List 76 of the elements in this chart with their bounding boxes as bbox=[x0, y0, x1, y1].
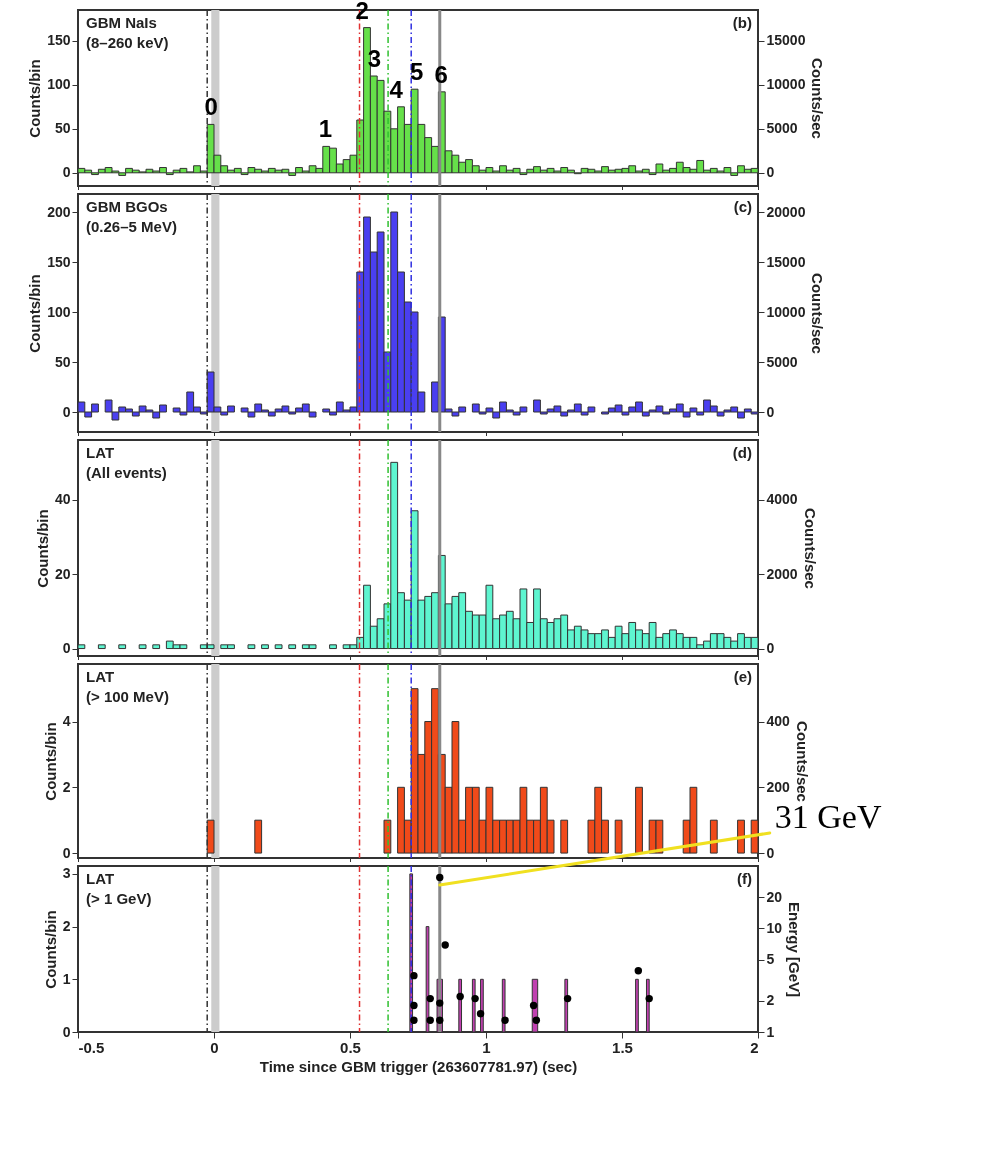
annotation: (0.26–5 MeV) bbox=[86, 218, 177, 235]
y2-tick-label: 400 bbox=[766, 713, 791, 730]
x-tick-label: 1 bbox=[482, 1038, 491, 1056]
annotation: 6 bbox=[434, 60, 448, 88]
annotation: GBM NaIs bbox=[86, 14, 157, 31]
annotation: 4 bbox=[389, 75, 404, 103]
x-axis-title: Time since GBM trigger (263607781.97) (sec) bbox=[259, 1057, 578, 1075]
annotation: (f) bbox=[737, 870, 752, 887]
y2-tick-label: 5 bbox=[766, 951, 775, 968]
y-tick-label: 0 bbox=[62, 1023, 71, 1040]
annotation: (c) bbox=[733, 198, 752, 215]
y-tick-label: 50 bbox=[54, 120, 71, 137]
annotation: LAT bbox=[86, 444, 115, 461]
x-tick-label: -0.5 bbox=[78, 1038, 105, 1056]
y-tick-label: 0 bbox=[62, 164, 71, 181]
y2-tick-label: 20000 bbox=[766, 203, 806, 220]
annotation: GBM BGOs bbox=[86, 198, 168, 215]
y2-tick-label: 10000 bbox=[766, 76, 806, 93]
annotation: (d) bbox=[732, 444, 752, 461]
y-tick-label: 2 bbox=[62, 918, 71, 935]
y2-axis-title: Counts/sec bbox=[809, 273, 827, 354]
y-tick-label: 20 bbox=[54, 565, 71, 582]
y2-tick-label: 200 bbox=[766, 778, 791, 795]
y2-tick-label: 10 bbox=[766, 919, 783, 936]
y-tick-label: 150 bbox=[47, 32, 71, 49]
y-axis-title: Counts/bin bbox=[41, 722, 59, 801]
x-tick-label: 0.5 bbox=[340, 1038, 361, 1056]
y-tick-label: 3 bbox=[62, 865, 71, 882]
y2-axis-title: Energy [GeV] bbox=[786, 901, 804, 998]
y2-tick-label: 0 bbox=[766, 640, 775, 657]
x-tick-label: 0 bbox=[210, 1038, 219, 1056]
y2-tick-label: 0 bbox=[766, 403, 775, 420]
y-tick-label: 4 bbox=[62, 713, 71, 730]
annotation: LAT bbox=[86, 668, 115, 685]
y-tick-label: 150 bbox=[47, 253, 71, 270]
annotation: LAT bbox=[86, 870, 115, 887]
y-tick-label: 0 bbox=[62, 844, 71, 861]
y2-tick-label: 20 bbox=[766, 888, 783, 905]
y2-tick-label: 5000 bbox=[766, 120, 798, 137]
y2-tick-label: 4000 bbox=[766, 491, 798, 508]
y-tick-label: 0 bbox=[62, 403, 71, 420]
y2-tick-label: 1 bbox=[766, 1023, 775, 1040]
y-tick-label: 0 bbox=[62, 640, 71, 657]
y-axis-title: Counts/bin bbox=[26, 59, 44, 138]
y-tick-label: 200 bbox=[47, 203, 71, 220]
y2-tick-label: 2 bbox=[766, 992, 775, 1009]
y2-axis-title: Counts/sec bbox=[793, 721, 811, 802]
y2-axis-title: Counts/sec bbox=[809, 58, 827, 139]
y2-tick-label: 2000 bbox=[766, 565, 798, 582]
annotation: (e) bbox=[733, 668, 752, 685]
annotation: (8–260 keV) bbox=[86, 34, 169, 51]
y2-tick-label: 0 bbox=[766, 164, 775, 181]
annotation: 0 bbox=[204, 93, 218, 121]
y2-tick-label: 0 bbox=[766, 844, 775, 861]
y-axis-title: Counts/bin bbox=[41, 910, 59, 989]
annotation: (> 100 MeV) bbox=[86, 688, 169, 705]
y2-tick-label: 5000 bbox=[766, 353, 798, 370]
annotation: (All events) bbox=[86, 464, 167, 481]
annotation: 5 bbox=[409, 58, 424, 86]
y2-tick-label: 10000 bbox=[766, 303, 806, 320]
y-tick-label: 40 bbox=[54, 491, 71, 508]
y2-axis-title: Counts/sec bbox=[801, 508, 819, 589]
y-tick-label: 100 bbox=[47, 303, 71, 320]
x-tick-label: 1.5 bbox=[612, 1038, 633, 1056]
y-axis-title: Counts/bin bbox=[26, 274, 44, 353]
y2-tick-label: 15000 bbox=[766, 32, 806, 49]
annotation: (b) bbox=[732, 14, 752, 31]
y-tick-label: 2 bbox=[62, 778, 71, 795]
y2-tick-label: 15000 bbox=[766, 253, 806, 270]
x-tick-label: 2 bbox=[750, 1038, 759, 1056]
y-tick-label: 50 bbox=[54, 353, 71, 370]
annotation: 1 bbox=[318, 115, 333, 143]
y-tick-label: 100 bbox=[47, 76, 71, 93]
annotation: (> 1 GeV) bbox=[86, 890, 152, 907]
y-tick-label: 1 bbox=[62, 970, 71, 987]
y-axis-title: Counts/bin bbox=[33, 509, 51, 588]
